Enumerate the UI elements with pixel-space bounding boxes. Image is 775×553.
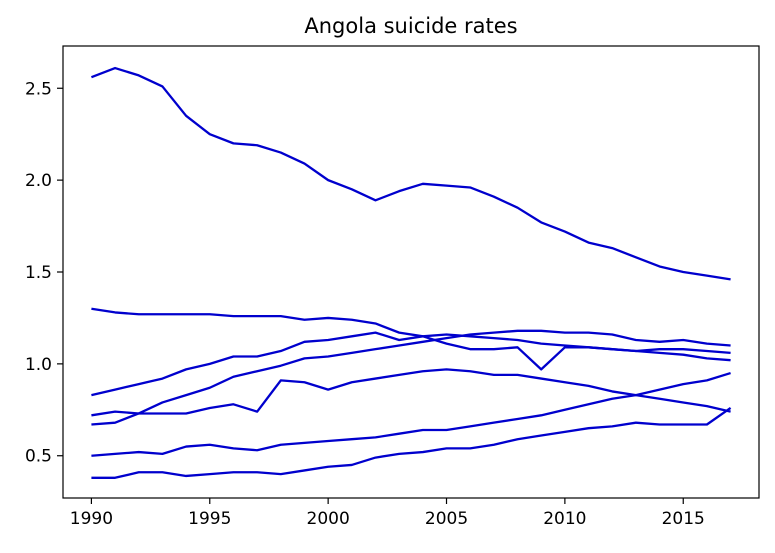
chart-title: Angola suicide rates [304,14,517,38]
y-axis: 0.5 1.0 1.5 2.0 2.5 [25,79,63,467]
x-tick-label: 2010 [543,509,586,529]
y-tick-label: 2.0 [25,171,52,191]
x-tick-label: 2005 [425,509,468,529]
x-tick-label: 2015 [662,509,705,529]
series-line-4 [91,368,731,417]
series-line-1 [90,66,731,281]
x-tick-label: 1995 [188,509,231,529]
series-line-3 [91,331,731,397]
y-tick-label: 2.5 [25,79,52,99]
y-tick-label: 1.0 [25,355,52,375]
series-layer [90,66,732,479]
series-line-7 [91,407,732,479]
plot-frame [62,45,760,499]
y-tick-label: 1.5 [25,263,52,283]
series-line-6 [91,371,731,457]
x-axis: 1990 1995 2000 2005 2010 2015 [70,498,705,529]
series-line-5 [91,329,731,426]
x-tick-label: 2000 [307,509,350,529]
y-tick-label: 0.5 [25,447,52,467]
x-tick-label: 1990 [70,509,113,529]
